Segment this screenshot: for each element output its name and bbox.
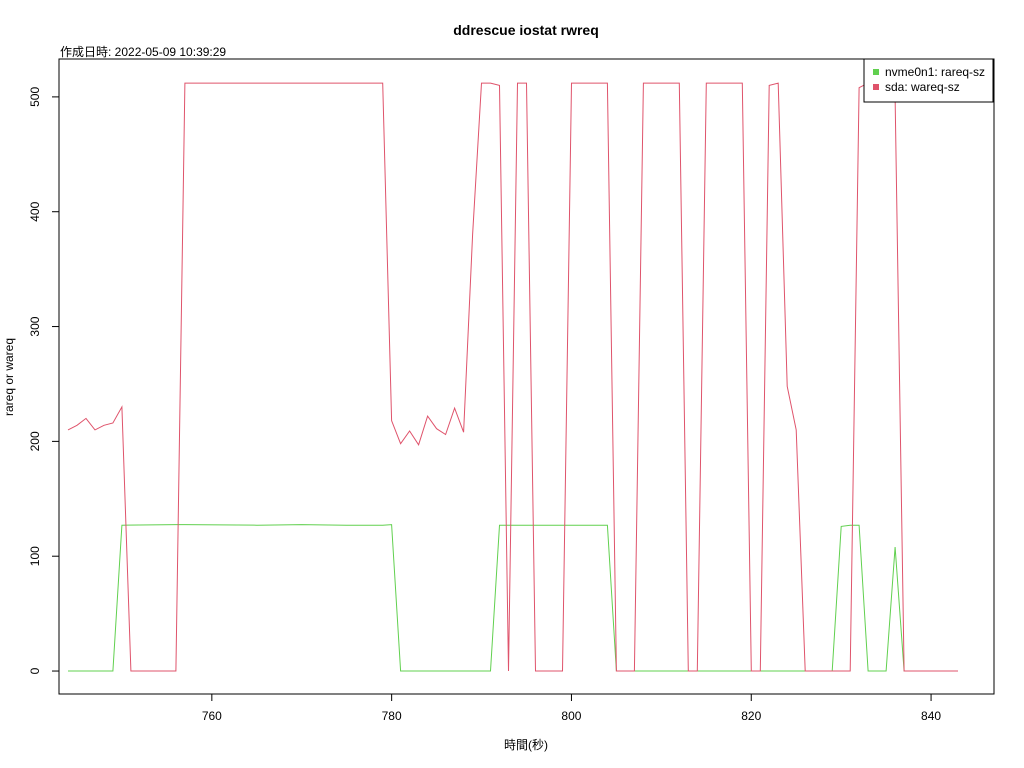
legend-label-0: nvme0n1: rareq-sz [885, 65, 985, 79]
x-axis: 760 780 800 820 840 [202, 693, 941, 723]
series-line-1 [67, 82, 958, 672]
series-layer [67, 82, 958, 672]
legend-swatch-1 [873, 84, 879, 90]
x-axis-label: 時間(秒) [504, 738, 548, 752]
y-tick-label: 100 [28, 546, 42, 566]
legend-swatch-0 [873, 69, 879, 75]
y-axis-label: rareq or wareq [2, 338, 16, 416]
y-tick-label: 500 [28, 87, 42, 107]
chart-subtitle: 作成日時: 2022-05-09 10:39:29 [60, 45, 226, 59]
y-tick-label: 0 [28, 667, 42, 674]
chart-title: ddrescue iostat rwreq [453, 22, 599, 38]
x-tick-label: 760 [202, 709, 222, 723]
plot-frame [58, 58, 995, 695]
y-axis: 0 100 200 300 400 500 [28, 87, 60, 674]
legend-box [863, 58, 994, 103]
y-tick-label: 300 [28, 316, 42, 336]
x-tick-label: 800 [561, 709, 581, 723]
y-tick-label: 400 [28, 201, 42, 221]
legend-label-1: sda: wareq-sz [885, 80, 960, 94]
y-tick-label: 200 [28, 431, 42, 451]
x-tick-label: 780 [382, 709, 402, 723]
x-tick-label: 820 [741, 709, 761, 723]
series-line-0 [68, 524, 958, 672]
x-tick-label: 840 [921, 709, 941, 723]
